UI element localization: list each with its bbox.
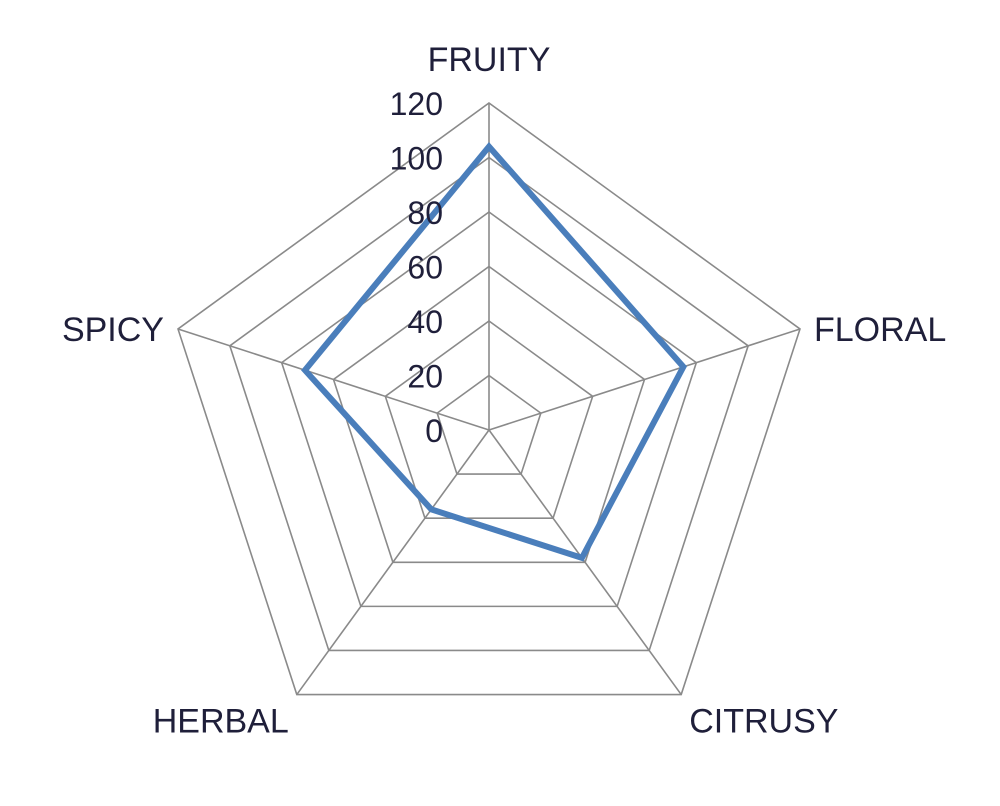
tick-label: 120 [390, 86, 443, 122]
grid-ring [332, 265, 646, 564]
grid-ring [177, 102, 801, 696]
tick-labels: 0 20 40 60 80 100 120 [390, 86, 443, 449]
tick-label: 40 [407, 304, 443, 340]
category-label-floral: FLORAL [814, 311, 946, 349]
category-label-fruity: FRUITY [428, 41, 551, 79]
series-layer [301, 141, 687, 562]
tick-label: 100 [390, 141, 443, 177]
series-line [301, 141, 687, 562]
grid-ring [384, 320, 594, 519]
grid-spoke [488, 429, 682, 696]
grid-spoke [296, 429, 490, 696]
tick-label: 20 [407, 359, 443, 395]
grid-ring [280, 211, 698, 608]
axis-labels: FRUITY FLORAL CITRUSY HERBAL SPICY [62, 41, 946, 741]
tick-label: 0 [425, 413, 443, 449]
tick-label: 80 [407, 195, 443, 231]
grid-spoke [488, 328, 801, 431]
grid-ring [436, 374, 542, 475]
grid-spoke [177, 328, 490, 431]
category-label-herbal: HERBAL [153, 703, 289, 741]
category-label-spicy: SPICY [62, 311, 164, 349]
tick-label: 60 [407, 250, 443, 286]
grid-ring [228, 156, 750, 652]
grid [177, 102, 801, 696]
category-label-citrusy: CITRUSY [689, 703, 838, 741]
